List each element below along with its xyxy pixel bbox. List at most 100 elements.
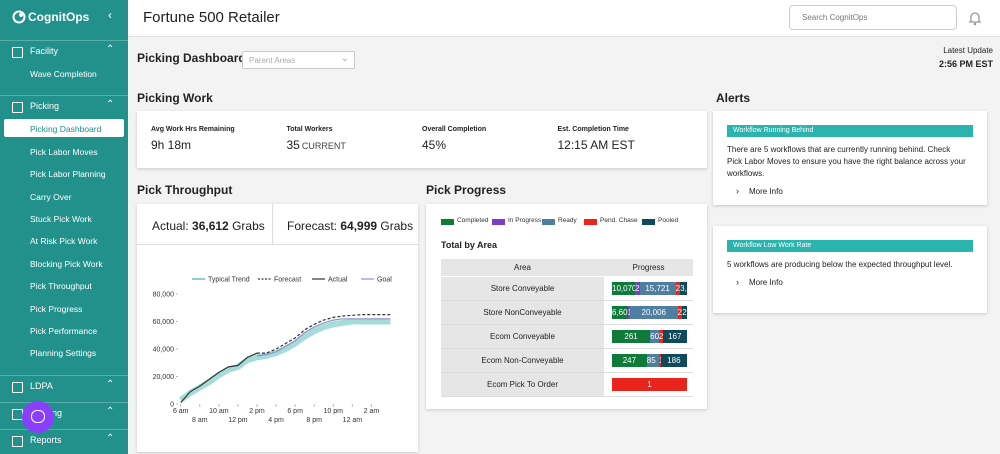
legend-label: Goal <box>377 277 392 284</box>
legend-label: Actual <box>328 277 348 284</box>
stat-label: Overall Completion <box>422 126 487 133</box>
chevron[interactable]: ⌃ <box>106 44 115 55</box>
value: 64,999 <box>340 219 378 233</box>
divider <box>0 374 128 376</box>
nav-item[interactable]: Carry Over <box>30 191 72 202</box>
progress-segment: 2,000 <box>677 306 683 319</box>
label: Forecast: <box>287 219 338 233</box>
area-label: Ecom Conveyable <box>490 332 555 341</box>
alert-card: Workflow Low Work Rate 5 workflows are pr… <box>713 226 987 313</box>
progress-segment: 247 <box>612 354 647 367</box>
legend-swatch <box>584 219 597 225</box>
nav-item[interactable]: Wave Completion <box>30 69 97 79</box>
segment-label: 15 <box>659 356 661 365</box>
area-label: Ecom Pick To Order <box>487 380 558 389</box>
nav-item[interactable]: Blocking Pick Work <box>30 258 103 269</box>
stat-value: 12:15 AM EST <box>558 138 635 152</box>
nav-icon <box>12 47 23 58</box>
x-tick-label: 8 am <box>192 417 208 424</box>
legend-label: Forecast <box>274 277 301 284</box>
nav-item[interactable]: Pick Labor Planning <box>30 169 106 180</box>
chevron[interactable]: ⌃ <box>106 378 115 390</box>
topbar: Fortune 500 Retailer Search CognitOps <box>128 0 1000 37</box>
x-tick-label: 4 pm <box>268 417 284 424</box>
alert-card: Workflow Running Behind There are 5 workf… <box>713 111 987 205</box>
x-tick-label: 10 pm <box>324 408 344 415</box>
table-header <box>441 259 693 276</box>
legend-label: Completed <box>457 217 489 224</box>
nav-item[interactable]: Planning Settings <box>30 348 97 359</box>
actual-summary: Actual: 36,612 Grabs <box>152 219 265 233</box>
row-line <box>441 348 693 349</box>
progress-segment: 85 <box>646 354 659 367</box>
segment-label: 3,000 <box>680 284 687 293</box>
progress-segment: 2,000 <box>682 306 687 319</box>
nav-item[interactable]: Pick Progress <box>30 303 83 314</box>
section-title: Pick Throughput <box>137 183 233 197</box>
active-highlight <box>4 119 124 138</box>
legend-label: Pend. Chase <box>600 217 638 224</box>
progress-segment: 186 <box>660 354 687 367</box>
segment-label: 1,000 <box>627 308 631 317</box>
unit: Grabs <box>380 219 414 233</box>
area-label: Store Conveyable <box>490 284 555 293</box>
value: 45% <box>422 138 447 152</box>
collapse-button[interactable]: ‹ <box>108 8 112 22</box>
segment-label: 25 <box>658 332 663 341</box>
unit: Grabs <box>232 219 265 233</box>
chevron[interactable]: ⌃ <box>106 432 115 444</box>
legend-swatch <box>642 219 655 225</box>
segment-label: 186 <box>667 356 681 365</box>
nav-item[interactable]: Pick Throughput <box>30 281 92 292</box>
forecast-summary: Forecast: 64,999 Grabs <box>287 219 413 233</box>
segment-label: 1 <box>647 380 652 389</box>
nav-group[interactable]: Picking <box>30 101 60 112</box>
nav-group[interactable]: Reports <box>30 434 62 445</box>
nav-icon <box>12 102 23 114</box>
nav-group[interactable]: LDPA <box>30 380 53 391</box>
alert-tag: Workflow Low Work Rate <box>727 240 973 252</box>
legend-label: Ready <box>558 217 577 224</box>
row-line <box>441 372 693 373</box>
segment-label: 85 <box>646 356 656 365</box>
segment-label: 2,000 <box>677 308 683 317</box>
nav-item[interactable]: Picking Dashboard <box>30 124 102 135</box>
nav-item[interactable]: Stuck Pick Work <box>30 214 92 224</box>
nav-item[interactable]: Pick Labor Moves <box>30 146 98 157</box>
nav-item[interactable]: At Risk Pick Work <box>30 236 98 247</box>
chevron[interactable]: ⌃ <box>106 405 115 417</box>
series-line <box>178 318 391 403</box>
bell-icon[interactable] <box>968 10 982 26</box>
filter-dropdown[interactable]: Parent Areas ⌄ <box>242 51 355 69</box>
legend-label: In Progress <box>508 217 542 224</box>
stat-label: Total Workers <box>286 126 333 133</box>
alert-link[interactable]: More Info <box>749 187 783 196</box>
chevron[interactable]: › <box>736 277 739 287</box>
alert-link[interactable]: More Info <box>749 278 783 287</box>
row-line <box>441 324 693 325</box>
segment-label: 60 <box>650 332 659 341</box>
divider <box>137 244 418 245</box>
chevron[interactable]: › <box>736 186 739 196</box>
search-box[interactable]: Search CognitOps <box>789 5 957 30</box>
chat-button[interactable] <box>22 401 54 433</box>
segment-label: 167 <box>668 332 682 341</box>
nav-group[interactable]: Facility <box>30 46 59 56</box>
progress-segment: 1 <box>612 378 687 391</box>
filter-placeholder: Parent Areas <box>249 56 296 65</box>
legend-swatch <box>492 219 505 225</box>
nav-icon <box>12 381 23 393</box>
chevron[interactable]: ⌃ <box>106 99 115 111</box>
segment-label: 2,000 <box>675 284 681 293</box>
nav-item[interactable]: Pick Performance <box>30 326 98 336</box>
segment-label: 2,000 <box>635 284 640 293</box>
column-header: Area <box>514 263 531 272</box>
alert-text: 5 workflows are producing below the expe… <box>727 260 953 269</box>
divider <box>272 204 273 244</box>
area-cell <box>441 277 604 300</box>
x-tick-label: 12 am <box>343 417 363 424</box>
series-line <box>256 318 391 357</box>
area-cell <box>441 325 604 348</box>
x-tick-label: 10 am <box>209 408 229 415</box>
progress-segment: 167 <box>662 330 687 343</box>
